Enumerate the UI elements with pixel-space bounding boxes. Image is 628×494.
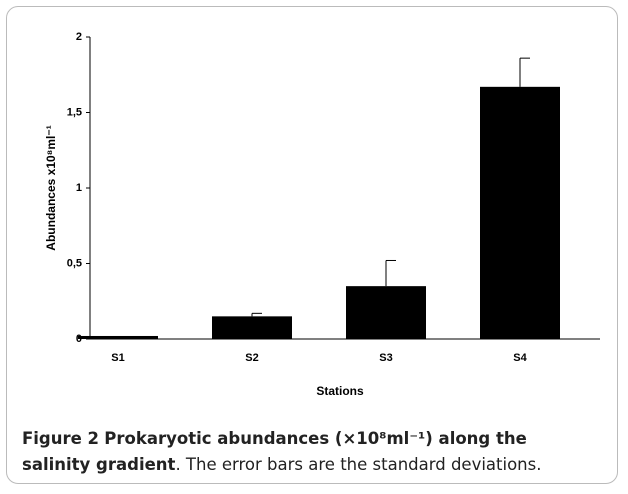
x-tick-label: S2 (245, 352, 258, 364)
x-tick-label: S4 (513, 352, 527, 364)
y-tick-label: 0,5 (67, 257, 82, 269)
caption-text: . The error bars are the standard deviat… (175, 455, 542, 474)
bar (480, 86, 560, 339)
x-axis-label: Stations (316, 384, 364, 398)
x-tick-label: S3 (379, 352, 392, 364)
y-tick-label: 2 (76, 31, 82, 43)
bar (78, 335, 158, 339)
chart: Abundances x10⁸ml⁻¹ Stations 00,511,52S1… (44, 31, 600, 398)
bar (346, 286, 426, 339)
x-tick-label: S1 (111, 352, 124, 364)
caption-label: Figure 2 (22, 429, 100, 448)
caption: Figure 2 Prokaryotic abundances (×10⁸ml⁻… (22, 426, 592, 478)
y-tick-label: 1,5 (67, 106, 82, 118)
bar (212, 316, 292, 339)
y-axis-label: Abundances x10⁸ml⁻¹ (44, 125, 58, 250)
y-tick-label: 1 (76, 182, 82, 194)
caption-title: Prokaryotic abundances (×10⁸ml⁻¹) along … (22, 429, 527, 474)
figure-frame (6, 6, 618, 484)
